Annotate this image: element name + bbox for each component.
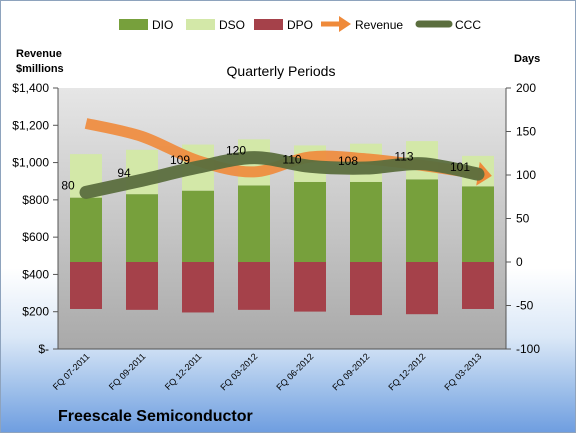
x-axis-tick-label: FQ 12-2012 xyxy=(386,351,427,392)
dpo-legend-swatch xyxy=(254,19,283,30)
x-axis-tick-label: FQ 03-2013 xyxy=(442,351,483,392)
ccc-data-label: 120 xyxy=(226,144,246,158)
dio-legend-label: DIO xyxy=(152,18,173,32)
data-labels-layer: 80 94 109 120 110 108 113 101 xyxy=(61,144,470,193)
left-axis-tick-label: $200 xyxy=(22,305,49,319)
dso-legend-swatch xyxy=(186,19,215,30)
x-axis-tick-label: FQ 09-2011 xyxy=(107,351,148,392)
dpo-bar xyxy=(182,262,214,313)
ccc-line xyxy=(79,151,485,199)
dio-bar xyxy=(294,181,326,262)
chart-title: Quarterly Periods xyxy=(227,63,336,79)
left-axis-tick-label: $1,000 xyxy=(12,156,49,170)
dpo-bar xyxy=(70,262,102,309)
dpo-legend-label: DPO xyxy=(287,18,313,32)
dio-bar xyxy=(70,197,102,262)
lines-layer xyxy=(79,118,492,199)
left-axis-tick-label: $400 xyxy=(22,267,49,281)
revenue-legend-arrowhead xyxy=(339,16,351,32)
dio-bar xyxy=(462,186,494,262)
ccc-legend-label: CCC xyxy=(455,18,481,32)
dio-bar xyxy=(182,190,214,262)
ccc-data-label: 109 xyxy=(170,153,190,167)
left-axis-tick-label: $1,200 xyxy=(12,118,49,132)
dpo-bar xyxy=(462,262,494,309)
dio-bar xyxy=(406,179,438,262)
left-axis-tick-label: $800 xyxy=(22,193,49,207)
legend: DIO DSO DPO Revenue CCC xyxy=(119,16,481,32)
dso-legend-label: DSO xyxy=(219,18,245,32)
x-axis-tick-label: FQ 09-2012 xyxy=(330,351,371,392)
left-axis-tick-label: $600 xyxy=(22,230,49,244)
ccc-data-label: 110 xyxy=(282,152,301,166)
company-name: Freescale Semiconductor xyxy=(58,408,253,425)
left-axis-title-line2: $millions xyxy=(16,63,64,75)
ccc-data-label: 80 xyxy=(61,178,75,192)
right-axis-title: Days xyxy=(514,53,540,65)
dpo-bar xyxy=(294,262,326,312)
left-axis-tick-label: $- xyxy=(38,342,49,356)
right-axis-tick-label: 100 xyxy=(516,168,536,182)
x-axis-tick-label: FQ 06-2012 xyxy=(274,351,315,392)
revenue-legend-label: Revenue xyxy=(355,18,403,32)
left-axis-title-line1: Revenue xyxy=(16,48,62,60)
dpo-bar xyxy=(350,262,382,316)
ccc-data-label: 108 xyxy=(338,154,358,168)
ccc-data-label: 101 xyxy=(450,160,470,174)
dpo-bar xyxy=(406,262,438,315)
ccc-data-label: 94 xyxy=(117,166,131,180)
dio-bar xyxy=(350,181,382,262)
x-axis-tick-label: FQ 07-2011 xyxy=(51,351,92,392)
dpo-bar xyxy=(238,262,270,310)
x-axis-tick-label: FQ 03-2012 xyxy=(218,351,259,392)
dio-bar xyxy=(238,185,270,262)
right-axis-tick-label: -50 xyxy=(516,299,534,313)
dio-legend-swatch xyxy=(119,19,148,30)
x-axis-tick-label: FQ 12-2011 xyxy=(163,351,204,392)
right-axis-tick-label: -100 xyxy=(516,342,540,356)
right-axis-tick-label: 50 xyxy=(516,212,530,226)
left-axis-tick-label: $1,400 xyxy=(12,81,49,95)
right-axis-tick-label: 0 xyxy=(516,255,523,269)
right-axis-tick-label: 200 xyxy=(516,81,536,95)
ccc-data-label: 113 xyxy=(394,150,413,164)
right-axis-tick-label: 150 xyxy=(516,125,536,139)
dpo-bar xyxy=(126,262,158,310)
dio-bar xyxy=(126,194,158,262)
